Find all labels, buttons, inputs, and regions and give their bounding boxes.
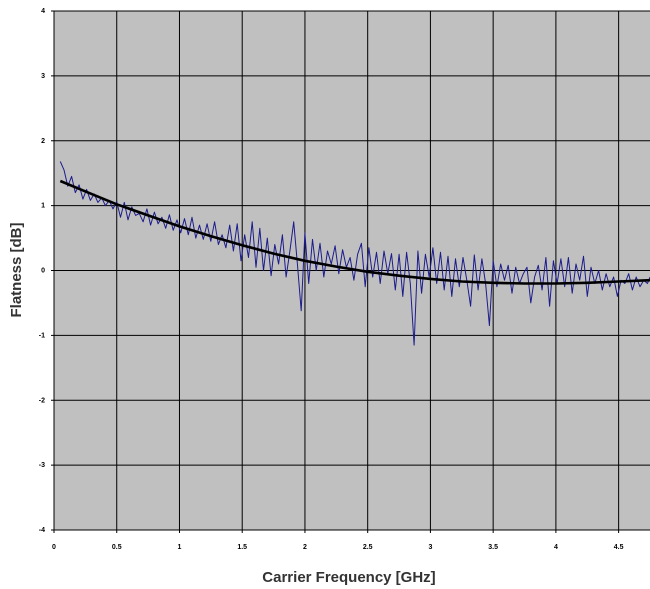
y-tick-label: -3	[39, 462, 45, 469]
y-tick-label: 4	[41, 8, 45, 15]
x-tick-label: 3.5	[488, 544, 498, 551]
y-tick-label: 0	[41, 268, 45, 275]
y-axis-ticks: -4 -3 -2 -1 0 1 2 3 4	[39, 8, 54, 534]
y-tick-label: 2	[41, 138, 45, 145]
y-tick-label: 3	[41, 73, 45, 80]
x-tick-label: 1.5	[237, 544, 247, 551]
y-tick-label: -1	[39, 332, 45, 339]
x-tick-label: 2.5	[363, 544, 373, 551]
x-axis-ticks: 0 0.5 1 1.5 2 2.5 3 3.5 4 4.5	[52, 530, 624, 551]
x-tick-label: 0	[52, 544, 56, 551]
series-layer	[59, 161, 650, 346]
x-tick-label: 1	[178, 544, 182, 551]
y-tick-label: -4	[39, 527, 45, 534]
x-tick-label: 0.5	[112, 544, 122, 551]
x-tick-label: 3	[428, 544, 432, 551]
x-axis-title: Carrier Frequency [GHz]	[262, 569, 435, 586]
x-tick-label: 4.5	[614, 544, 624, 551]
series-measured-line	[59, 161, 650, 346]
y-tick-label: 1	[41, 203, 45, 210]
y-tick-label: -2	[39, 397, 45, 404]
series-fit-line	[59, 179, 650, 285]
y-axis-title: Flatness [dB]	[8, 222, 25, 317]
x-tick-label: 4	[554, 544, 558, 551]
x-tick-label: 2	[303, 544, 307, 551]
